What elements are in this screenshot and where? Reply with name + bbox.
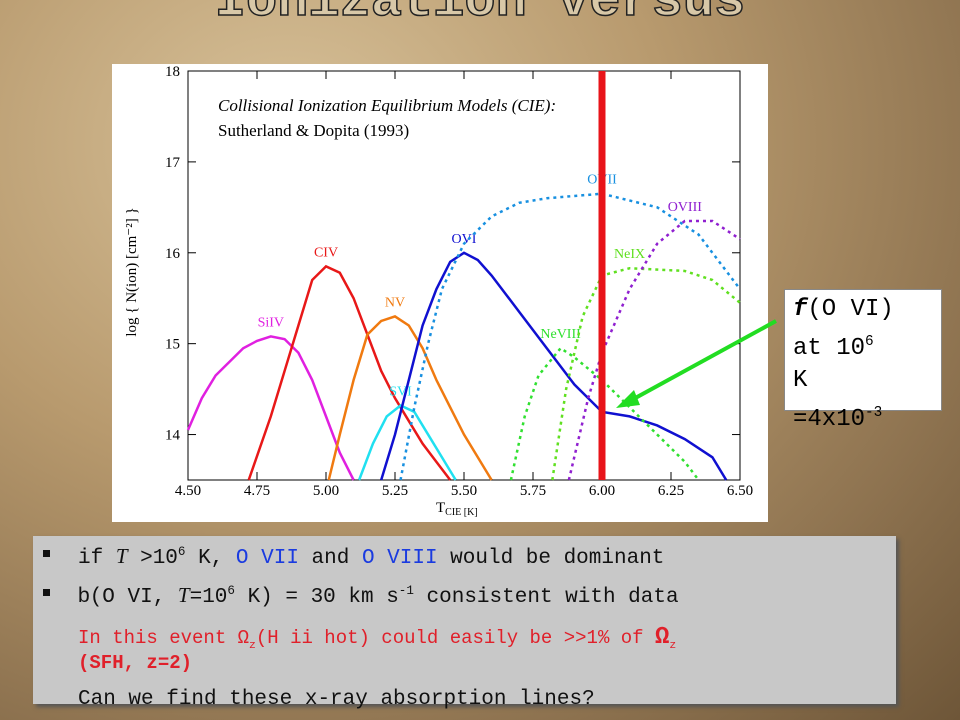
- x-tick-label: 5.50: [451, 483, 477, 499]
- y-tick-label: 15: [165, 337, 180, 353]
- note-line: Sutherland & Dopita (1993): [218, 121, 409, 140]
- callout: f(O VI) at 106 K =4x10-3: [784, 289, 942, 433]
- callout-line: at 106: [793, 326, 933, 365]
- text: z: [669, 639, 677, 652]
- series-line: [551, 266, 741, 481]
- series-label: NeIX: [614, 247, 645, 262]
- series-label: SVI: [389, 384, 412, 399]
- callout-line: =4x10-3: [793, 397, 933, 436]
- series-line: [380, 251, 728, 481]
- text: would be dominant: [437, 547, 665, 570]
- y-tick-label: 17: [165, 155, 181, 171]
- text: K,: [185, 547, 236, 570]
- text: (H ii hot) could easily be >>1% of: [255, 627, 655, 649]
- y-tick-label: 16: [165, 246, 181, 262]
- callout-val: =4x10: [793, 406, 866, 433]
- text: 6: [177, 545, 186, 559]
- series-label: NV: [385, 295, 405, 310]
- callout-at: at 10: [793, 335, 866, 362]
- text: b: [78, 584, 90, 607]
- text: T: [177, 583, 190, 607]
- callout-valexp: -3: [865, 405, 883, 421]
- text: z: [249, 639, 256, 652]
- y-tick-label: 18: [165, 64, 180, 80]
- callout-line: f(O VI): [793, 294, 933, 326]
- text: consistent with data: [413, 586, 679, 609]
- x-axis-label-sub: CIE [K]: [445, 507, 478, 518]
- text: T: [115, 544, 128, 568]
- callout-exp: 6: [865, 334, 874, 350]
- series-line: [567, 219, 741, 481]
- x-tick-label: 4.75: [244, 483, 270, 499]
- text: Ω: [654, 624, 670, 651]
- series-label: SiIV: [258, 315, 284, 330]
- series-line: [357, 404, 457, 481]
- x-axis-label: TCIE [K]: [436, 500, 478, 518]
- callout-ion: (O VI): [807, 296, 894, 323]
- arrow: [627, 319, 777, 404]
- bullet-text: b(O VI, T=106 K) = 30 km s-1 consistent …: [78, 583, 679, 609]
- text: In this event: [78, 627, 238, 649]
- text: K) = 30 km s: [234, 586, 399, 609]
- x-tick-label: 6.50: [727, 483, 753, 499]
- x-tick-label: 4.50: [175, 483, 201, 499]
- series-line: [247, 264, 452, 481]
- series-line: [327, 315, 493, 481]
- series-line: [509, 346, 700, 481]
- callout-f: f: [793, 296, 808, 323]
- x-tick-label: 6.00: [589, 483, 615, 499]
- text: and: [298, 547, 362, 570]
- y-axis-label: log { N(ion) [cm⁻²] }: [124, 207, 140, 336]
- note-line: Collisional Ionization Equilibrium Model…: [218, 96, 556, 115]
- text: Ω: [237, 627, 250, 649]
- text: =10: [189, 586, 228, 609]
- arrow-head: [616, 390, 640, 408]
- x-tick-label: 6.25: [658, 483, 684, 499]
- text: O VIII: [361, 547, 438, 570]
- x-tick-label: 5.25: [382, 483, 408, 499]
- series-label: NeVIII: [540, 327, 581, 342]
- text: if: [78, 547, 116, 570]
- text: (O VI,: [89, 586, 178, 609]
- series-label: OVI: [452, 232, 477, 247]
- question: Can we find these x-ray absorption lines…: [78, 688, 595, 711]
- series-line: [186, 335, 355, 481]
- series-line: [399, 192, 741, 481]
- bullet: [43, 550, 50, 557]
- x-tick-label: 5.00: [313, 483, 339, 499]
- y-tick-label: 14: [165, 428, 181, 444]
- red-note: (SFH, z=2): [78, 652, 193, 674]
- text-box: if T >106 K, O VII and O VIII would be d…: [33, 536, 896, 711]
- callout-k: K: [793, 367, 808, 394]
- series-label: CIV: [314, 245, 338, 260]
- x-axis-label-main: T: [436, 500, 445, 516]
- text: >10: [127, 547, 178, 570]
- text: 6: [227, 584, 235, 598]
- text: -1: [398, 584, 414, 598]
- bullet: [43, 589, 50, 596]
- slide-title: Ionization versus: [214, 0, 746, 32]
- red-note: In this event Ωz(H ii hot) could easily …: [78, 624, 676, 652]
- x-tick-label: 5.75: [520, 483, 546, 499]
- text: O VII: [235, 547, 299, 570]
- bullet-text: if T >106 K, O VII and O VIII would be d…: [78, 544, 664, 570]
- series-label: OVIII: [668, 200, 703, 215]
